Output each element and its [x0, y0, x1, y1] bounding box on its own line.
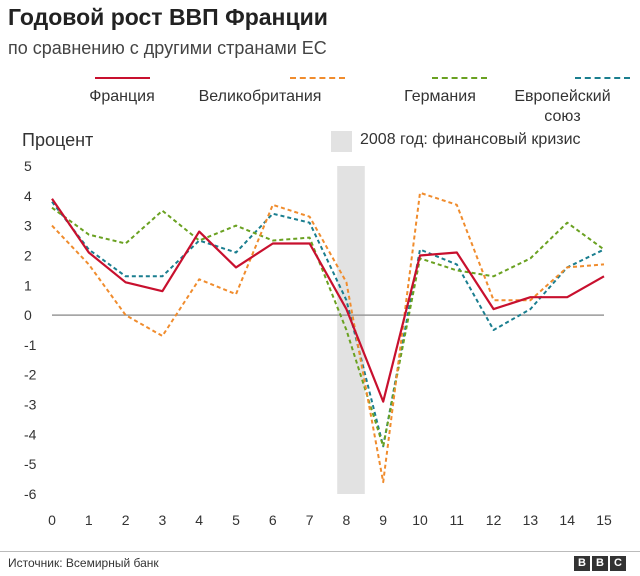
x-tick-label: 9 — [379, 512, 387, 528]
x-tick-label: 12 — [486, 512, 502, 528]
chart-title: Годовой рост ВВП Франции — [8, 4, 328, 30]
series-line — [51, 201, 605, 448]
series-line — [51, 191, 605, 484]
logo-letter: B — [574, 556, 590, 571]
y-tick-label: 0 — [24, 307, 32, 323]
y-tick-label: -6 — [24, 486, 37, 502]
bbc-logo: B B C — [574, 556, 626, 571]
crisis-legend-label: 2008 год: финансовый кризис — [360, 131, 581, 148]
x-tick-label: 1 — [85, 512, 93, 528]
series-line — [51, 206, 605, 448]
chart-subtitle: по сравнению с другими странами ЕС — [8, 38, 327, 58]
footer-divider — [0, 551, 640, 552]
x-tick-label: 11 — [450, 512, 465, 528]
crisis-region — [337, 166, 365, 494]
y-tick-label: 1 — [24, 277, 32, 293]
y-tick-label: 3 — [24, 218, 32, 234]
legend-swatch — [575, 77, 630, 79]
y-tick-label: -2 — [24, 367, 37, 383]
y-tick-label: 4 — [24, 188, 32, 204]
series-line — [51, 198, 605, 403]
x-tick-label: 14 — [559, 512, 575, 528]
legend-label: Европейский союз — [514, 88, 611, 125]
x-tick-label: 13 — [523, 512, 539, 528]
crisis-legend-swatch — [331, 131, 352, 152]
y-tick-label: 5 — [24, 158, 32, 174]
y-tick-label: -1 — [24, 337, 37, 353]
y-tick-label: 2 — [24, 247, 32, 263]
x-tick-label: 5 — [232, 512, 240, 528]
source-note: Источник: Всемирный банк — [8, 556, 159, 570]
x-tick-label: 8 — [343, 512, 351, 528]
y-axis-label: Процент — [22, 130, 94, 150]
x-tick-label: 0 — [48, 512, 56, 528]
x-tick-label: 10 — [412, 512, 428, 528]
y-tick-label: -5 — [24, 456, 37, 472]
x-tick-label: 4 — [195, 512, 203, 528]
x-tick-label: 2 — [122, 512, 130, 528]
legend-label: Франция — [89, 88, 155, 105]
y-tick-label: -4 — [24, 426, 37, 442]
x-tick-label: 7 — [306, 512, 314, 528]
y-tick-label: -3 — [24, 397, 37, 413]
legend-label: Германия — [404, 88, 476, 105]
logo-letter: B — [592, 556, 608, 571]
x-tick-label: 3 — [159, 512, 167, 528]
x-tick-label: 15 — [596, 512, 612, 528]
legend-swatch — [95, 77, 150, 79]
legend-swatch — [290, 77, 345, 79]
x-tick-label: 6 — [269, 512, 277, 528]
logo-letter: C — [610, 556, 626, 571]
legend-swatch — [432, 77, 487, 79]
legend-label: Великобритания — [198, 88, 322, 105]
